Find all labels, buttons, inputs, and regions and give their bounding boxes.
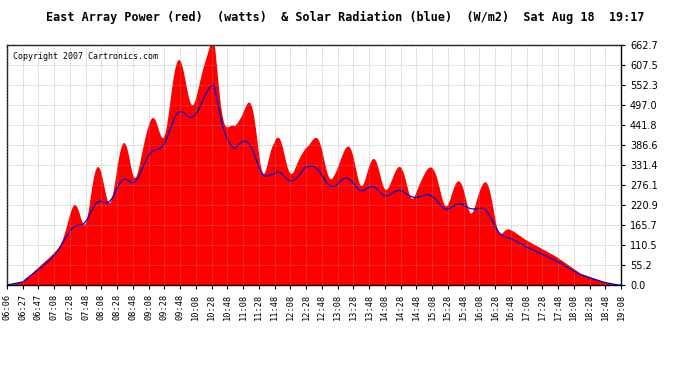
Text: East Array Power (red)  (watts)  & Solar Radiation (blue)  (W/m2)  Sat Aug 18  1: East Array Power (red) (watts) & Solar R…: [46, 11, 644, 24]
Text: Copyright 2007 Cartronics.com: Copyright 2007 Cartronics.com: [13, 52, 158, 61]
